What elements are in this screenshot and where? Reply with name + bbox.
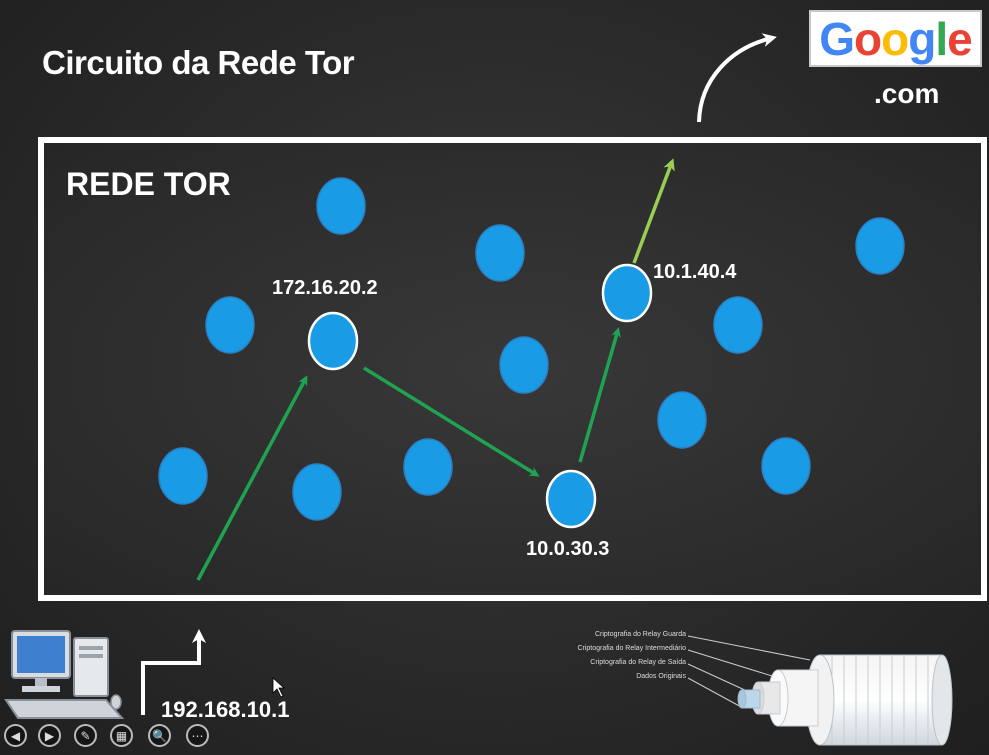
path-exit-to-internet	[632, 158, 675, 264]
legend-original-data: Dados Originais	[636, 673, 686, 680]
relay-node	[761, 437, 811, 495]
google-logo-letter: e	[947, 12, 973, 65]
exit-relay-ip: 10.1.40.4	[653, 261, 737, 283]
legend-exit-encryption: Criptografia do Relay de Saída	[590, 659, 686, 666]
arrow-to-google	[697, 33, 777, 123]
tor-relay-nodes	[158, 177, 905, 521]
relay-node	[855, 217, 905, 275]
path-guard-to-middle	[363, 366, 540, 477]
relay-node	[657, 391, 707, 449]
relay-node	[292, 463, 342, 521]
legend-middle-encryption: Criptografia do Relay Intermediário	[577, 645, 686, 652]
google-logo-letter: l	[935, 12, 948, 65]
guard-relay-node	[307, 311, 359, 371]
path-client-to-guard	[196, 375, 308, 581]
next-slide-button[interactable]: ▶	[38, 724, 61, 747]
client-ip: 192.168.10.1	[161, 697, 290, 722]
pen-tool-button[interactable]: ✎	[74, 724, 97, 747]
middle-relay-ip: 10.0.30.3	[526, 538, 610, 560]
relay-node	[475, 224, 525, 282]
tor-network-label: REDE TOR	[66, 166, 231, 202]
more-options-button[interactable]: ⋯	[186, 724, 209, 747]
path-middle-to-exit	[578, 327, 621, 463]
slide-title: Circuito da Rede Tor	[42, 44, 355, 81]
previous-slide-button[interactable]: ◀	[4, 724, 27, 747]
google-logo-letter: o	[881, 12, 909, 65]
see-all-slides-button[interactable]: ▦	[110, 724, 133, 747]
legend-guard-encryption: Criptografia do Relay Guarda	[594, 631, 686, 638]
exit-relay-node	[601, 263, 653, 323]
relay-node	[316, 177, 366, 235]
onion-cable-diagram	[687, 635, 953, 746]
computer-icon	[4, 630, 125, 719]
relay-node	[403, 438, 453, 496]
middle-relay-node	[545, 469, 597, 529]
relay-node	[205, 296, 255, 354]
google-logo: Google	[809, 10, 982, 67]
arrow-client-uplink	[141, 629, 206, 715]
zoom-button[interactable]: 🔍	[148, 724, 171, 747]
relay-node	[713, 296, 763, 354]
google-logo-text: Google	[819, 12, 973, 66]
guard-relay-ip: 172.16.20.2	[272, 277, 378, 299]
google-logo-letter: g	[908, 12, 936, 65]
google-logo-letter: G	[819, 12, 855, 65]
google-logo-letter: o	[854, 12, 882, 65]
google-domain-suffix: .com	[874, 78, 940, 109]
relay-node	[499, 336, 549, 394]
mouse-cursor-icon	[272, 677, 286, 698]
relay-node	[158, 447, 208, 505]
